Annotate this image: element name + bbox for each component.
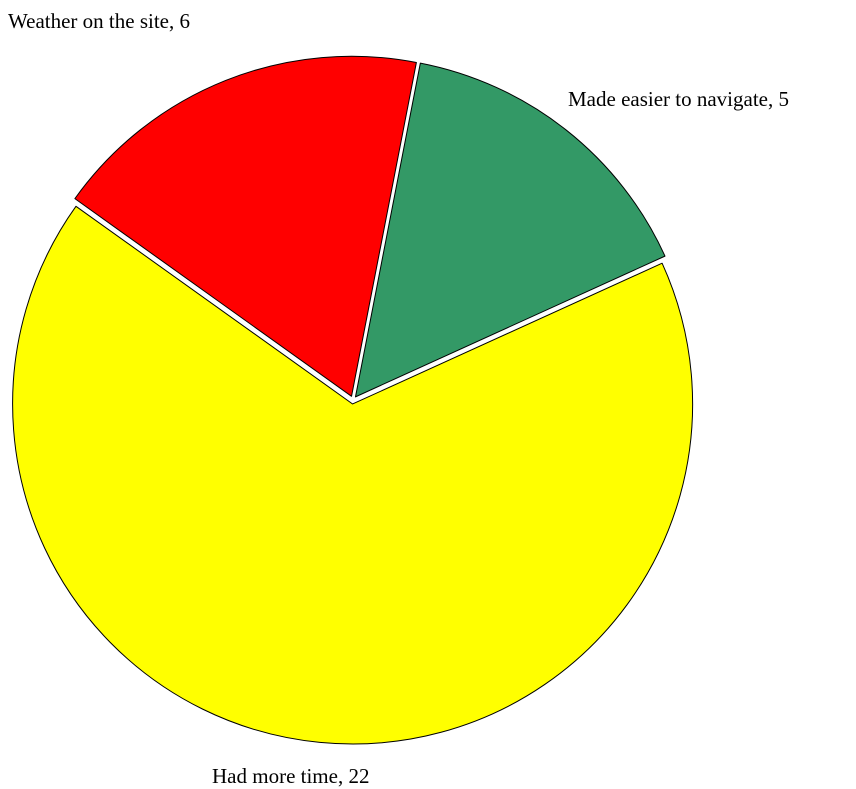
pie-slices — [12, 55, 694, 745]
pie-slice-2 — [12, 205, 694, 745]
pie-slice-label-2: Had more time, 22 — [212, 764, 369, 788]
pie-slice-1 — [354, 62, 666, 398]
pie-slice-label-1: Made easier to navigate, 5 — [568, 87, 789, 111]
pie-slice-label-3: Weather on the site, 6 — [8, 9, 190, 33]
pie-slice-3 — [74, 55, 417, 397]
pie-labels: Made easier to navigate, 5 Had more time,… — [8, 9, 789, 788]
